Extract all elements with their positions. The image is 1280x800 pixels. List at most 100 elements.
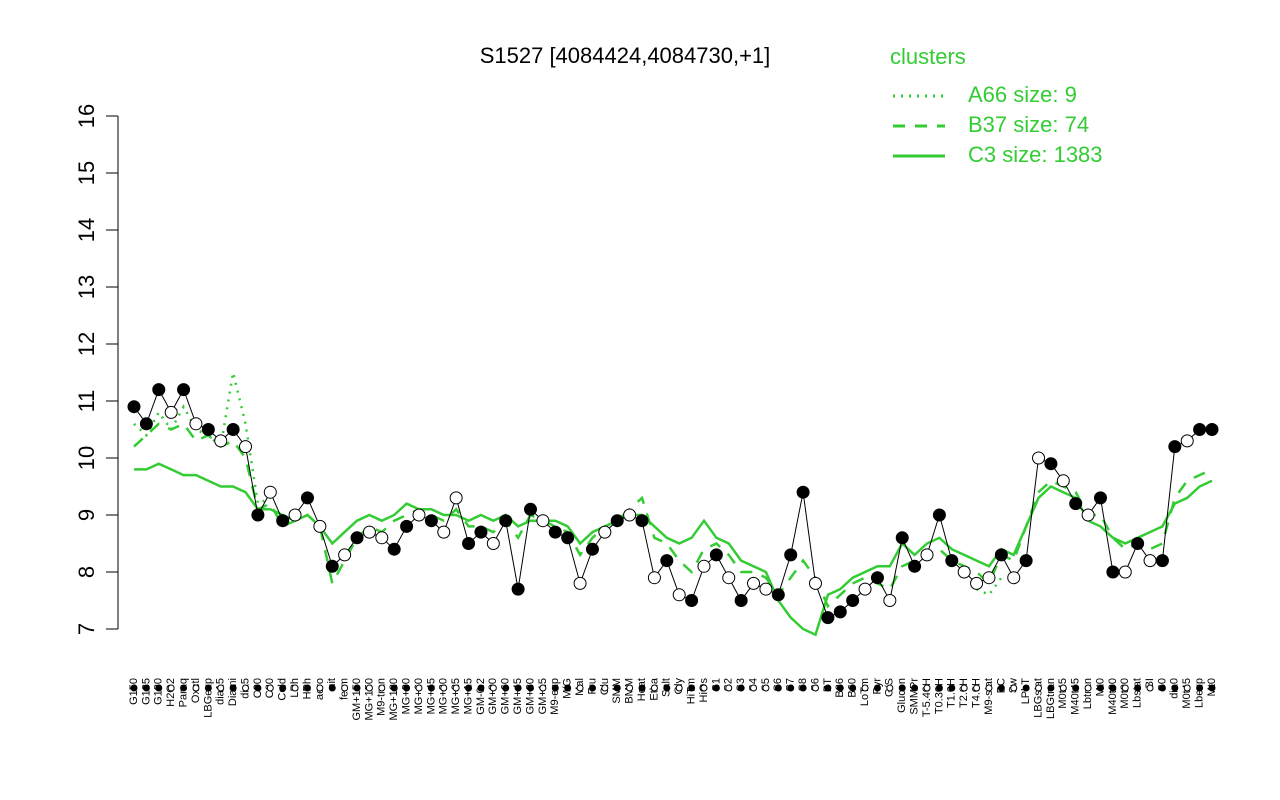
rug-mark: [626, 684, 634, 692]
x-tick-label: M0t45: [1057, 678, 1069, 709]
rug-mark: [477, 684, 485, 692]
point: [920, 548, 934, 562]
point: [685, 594, 699, 607]
point: [858, 582, 872, 596]
point: [499, 514, 513, 528]
point: [561, 531, 575, 545]
point: [846, 594, 860, 607]
rug-mark: [217, 684, 225, 692]
y-tick-label: 13: [74, 275, 99, 299]
point: [883, 594, 897, 607]
y-tick-label: 8: [74, 566, 99, 578]
point: [548, 525, 562, 539]
point: [313, 519, 327, 533]
rug-mark: [353, 684, 361, 692]
rug-mark: [911, 684, 919, 692]
x-tick-label: GM-0.2: [475, 678, 487, 715]
point: [945, 554, 959, 568]
point: [1155, 554, 1169, 568]
point: [362, 525, 376, 539]
point: [747, 576, 761, 590]
rug-mark: [650, 684, 658, 692]
point: [276, 514, 290, 528]
y-tick-label: 9: [74, 509, 99, 521]
point: [1168, 440, 1182, 454]
point: [164, 405, 178, 419]
y-tick-label: 11: [74, 390, 99, 413]
y-tick-label: 10: [74, 446, 99, 470]
rug-mark: [229, 684, 237, 692]
x-tick-label: M40t90: [1107, 678, 1119, 715]
rug-mark: [155, 684, 163, 692]
rug-mark: [960, 684, 968, 692]
point: [1032, 451, 1046, 465]
point: [400, 519, 414, 533]
rug-mark: [316, 684, 324, 692]
point: [127, 400, 141, 414]
point: [722, 571, 736, 585]
rug-mark: [527, 684, 535, 692]
point: [251, 508, 265, 522]
point: [239, 440, 253, 454]
rug-mark: [204, 684, 212, 692]
point: [1069, 497, 1083, 511]
rug-mark: [836, 684, 844, 692]
gene-line: [133, 388, 1212, 619]
rug-mark: [774, 684, 782, 692]
rug-mark: [427, 684, 435, 692]
rug-mark: [365, 684, 373, 692]
x-tick-label: MG+25: [450, 678, 462, 714]
rug-mark: [861, 684, 869, 692]
point: [177, 383, 191, 397]
rug-mark: [997, 684, 1005, 692]
x-tick-label: nit: [326, 678, 338, 690]
x-tick-label: LoTm: [859, 678, 871, 706]
rug-mark: [254, 684, 262, 692]
rug-mark: [1084, 684, 1092, 692]
point: [672, 588, 686, 602]
rug-mark: [279, 684, 287, 692]
rug-mark: [539, 684, 547, 692]
point: [709, 548, 723, 562]
legend-label: C3 size: 1383: [968, 142, 1103, 167]
rug-mark: [489, 684, 497, 692]
point: [152, 383, 166, 397]
x-tick-label: T1.0H: [946, 678, 958, 708]
rug-mark: [688, 684, 696, 692]
y-tick-label: 15: [74, 161, 99, 185]
rug-mark: [948, 684, 956, 692]
rug-mark: [762, 684, 770, 692]
point: [994, 548, 1008, 562]
x-tick-label: T2.0H: [958, 678, 970, 708]
point: [474, 525, 488, 539]
point: [982, 571, 996, 585]
x-tick-label: M9-exp: [549, 678, 561, 715]
point: [1131, 537, 1145, 550]
rug-mark: [985, 684, 993, 692]
rug-mark: [1134, 684, 1142, 692]
x-tick-label: M9-tran: [376, 678, 388, 716]
y-tick-label: 14: [74, 218, 99, 242]
point: [511, 582, 525, 596]
point: [635, 514, 649, 528]
x-tick-label: MG+60: [413, 678, 425, 714]
x-tick-label: Lbexp: [1194, 678, 1206, 708]
rug-mark: [303, 684, 311, 692]
x-tick-label: BI: [1144, 678, 1156, 688]
rug-mark: [601, 684, 609, 692]
point: [449, 491, 463, 505]
point: [1193, 423, 1207, 436]
x-tick-label: Diami: [227, 678, 239, 706]
x-tick-label: M0t90: [1119, 678, 1131, 709]
cluster-line: [133, 372, 1003, 597]
point: [623, 508, 637, 522]
point: [821, 611, 835, 625]
rug-mark: [403, 684, 411, 692]
x-tick-label: T0.30H: [933, 678, 945, 714]
rug-mark: [638, 684, 646, 692]
point: [833, 605, 847, 619]
rug-mark: [935, 684, 943, 692]
rug-mark: [737, 684, 745, 692]
